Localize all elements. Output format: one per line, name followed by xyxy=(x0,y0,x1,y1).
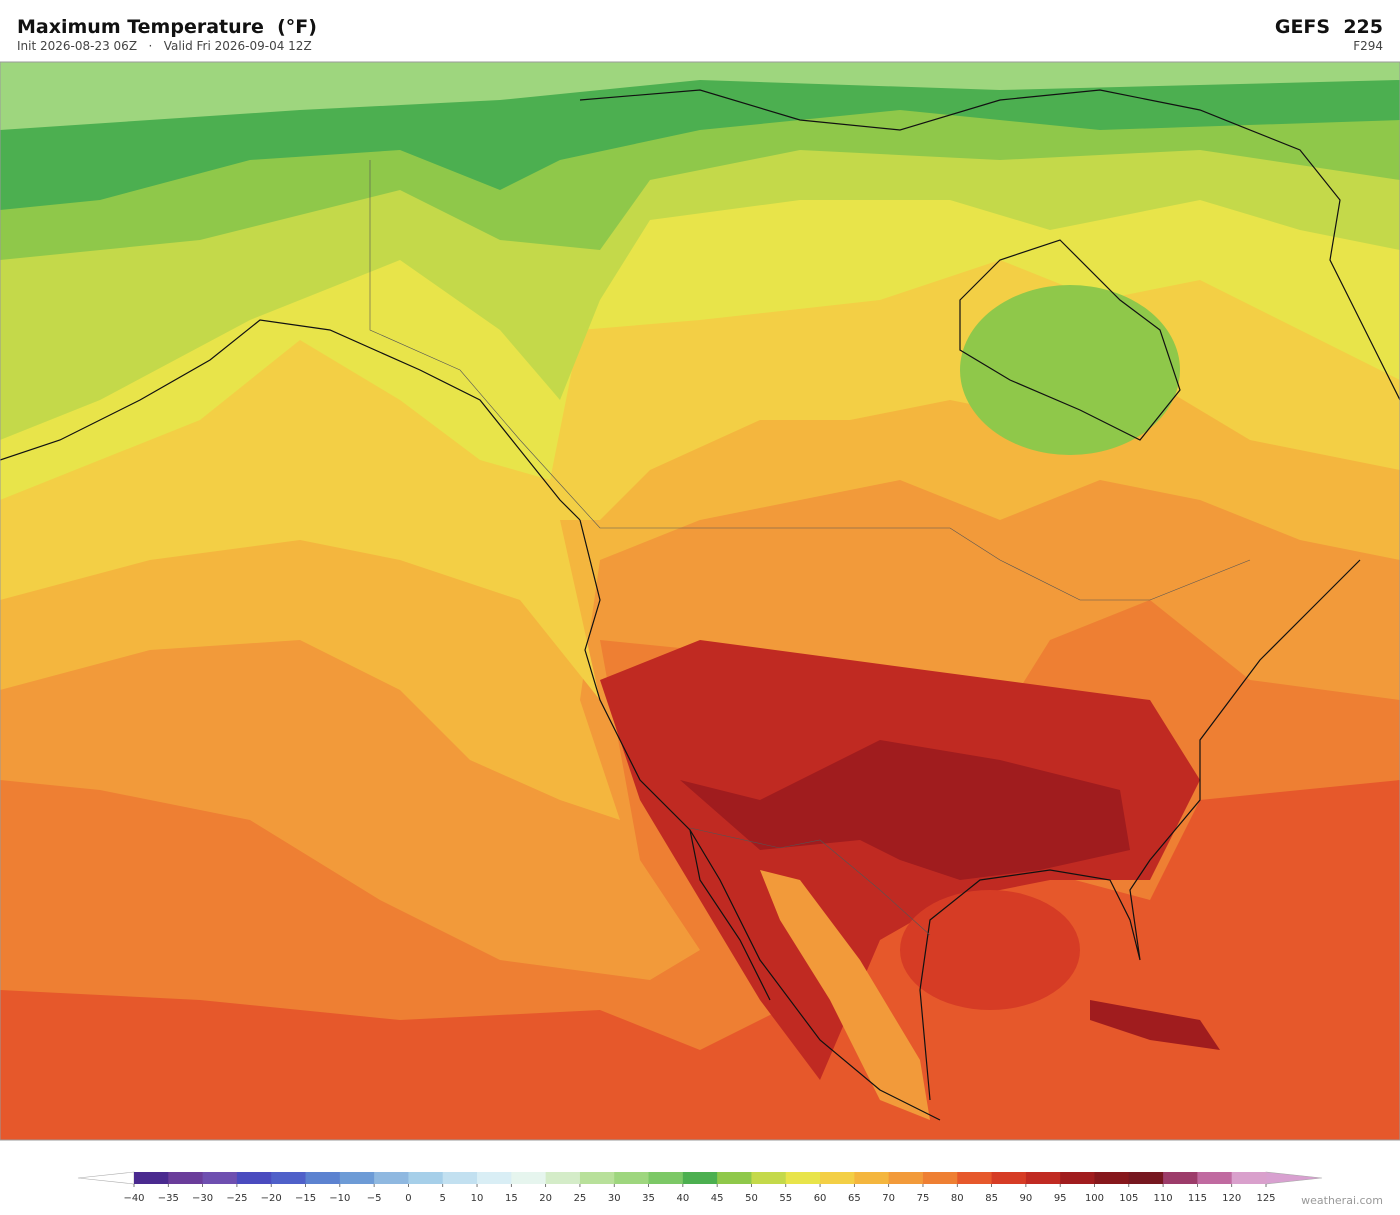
colorbar-tick-label: 25 xyxy=(574,1193,587,1204)
colorbar-segment xyxy=(545,1172,581,1184)
colorbar-tick-label: 0 xyxy=(405,1193,411,1204)
colorbar-segment xyxy=(168,1172,204,1184)
colorbar-segment xyxy=(1197,1172,1233,1184)
colorbar-tick-label: −25 xyxy=(226,1193,247,1204)
colorbar-segment xyxy=(1163,1172,1198,1184)
colorbar-tick-label: −15 xyxy=(295,1193,316,1204)
colorbar-segment xyxy=(1231,1172,1267,1184)
colorbar-tick-label: −35 xyxy=(158,1193,179,1204)
colorbar-tick-label: 45 xyxy=(711,1193,724,1204)
colorbar-segment xyxy=(134,1172,169,1184)
colorbar-segment xyxy=(408,1172,444,1184)
colorbar-tick-label: 65 xyxy=(848,1193,861,1204)
colorbar-segment xyxy=(236,1172,272,1184)
colorbar-tick-label: 70 xyxy=(882,1193,895,1204)
colorbar-segment xyxy=(202,1172,238,1184)
colorbar-tick-label: 80 xyxy=(951,1193,964,1204)
colorbar-tick-label: 90 xyxy=(1020,1193,1033,1204)
colorbar-over xyxy=(1265,1171,1323,1185)
colorbar-segment xyxy=(579,1172,615,1184)
colorbar-segment xyxy=(957,1172,993,1184)
colorbar-segment xyxy=(477,1172,512,1184)
colorbar-segment xyxy=(374,1172,409,1184)
colorbar-tick-label: 50 xyxy=(745,1193,758,1204)
colorbar-tick-label: −10 xyxy=(329,1193,350,1204)
colorbar-tick-label: 40 xyxy=(676,1193,689,1204)
colorbar-segment xyxy=(271,1172,307,1184)
colorbar-tick-label: 30 xyxy=(608,1193,621,1204)
colorbar-tick-label: 105 xyxy=(1119,1193,1138,1204)
colorbar-segment xyxy=(648,1172,684,1184)
watermark: weatherai.com xyxy=(1301,1194,1383,1207)
colorbar-tick-label: 125 xyxy=(1256,1193,1275,1204)
colorbar-segment xyxy=(1094,1172,1130,1184)
colorbar-segment xyxy=(854,1172,890,1184)
colorbar-tick-label: 10 xyxy=(471,1193,484,1204)
colorbar-segment xyxy=(614,1172,650,1184)
colorbar-segment xyxy=(511,1172,547,1184)
colorbar-tick-label: 20 xyxy=(539,1193,552,1204)
colorbar-tick-label: −20 xyxy=(261,1193,282,1204)
colorbar-segment xyxy=(717,1172,752,1184)
map-frame xyxy=(0,61,1400,1141)
colorbar-tick-label: 15 xyxy=(505,1193,518,1204)
colorbar: −40 −35 −30 −25 −20 −15 −10 −5 0 5 10 15 20 25 30 35 40 4… xyxy=(77,1171,1323,1204)
subtitle: Init 2026-08-23 06Z · Valid Fri 2026-09-… xyxy=(17,39,312,53)
colorbar-tick-label: 60 xyxy=(814,1193,827,1204)
colorbar-segment xyxy=(785,1172,821,1184)
colorbar-tick-label: 100 xyxy=(1085,1193,1104,1204)
coastlines xyxy=(0,89,1400,1121)
colorbar-segment xyxy=(922,1172,958,1184)
colorbar-segment xyxy=(305,1172,341,1184)
init-time: Init 2026-08-23 06Z xyxy=(17,39,138,53)
colorbar-tick-label: 55 xyxy=(779,1193,792,1204)
model-name: GEFS 225 xyxy=(1274,16,1383,38)
colorbar-tick-label: 95 xyxy=(1054,1193,1067,1204)
colorbar-tick-label: −40 xyxy=(123,1193,144,1204)
colorbar-tick-label: 75 xyxy=(917,1193,930,1204)
colorbar-tick-label: 120 xyxy=(1222,1193,1241,1204)
valid-time: Valid Fri 2026-09-04 12Z xyxy=(163,39,312,53)
forecast-hour: F294 xyxy=(1353,39,1383,53)
colorbar-under xyxy=(77,1171,135,1185)
colorbar-tick-label: 115 xyxy=(1188,1193,1207,1204)
colorbar-tick-label: 35 xyxy=(642,1193,655,1204)
colorbar-segment xyxy=(751,1172,787,1184)
colorbar-segment xyxy=(1128,1172,1164,1184)
colorbar-segment xyxy=(991,1172,1027,1184)
colorbar-segment xyxy=(1025,1172,1061,1184)
colorbar-segment xyxy=(682,1172,718,1184)
colorbar-tick-label: −5 xyxy=(367,1193,382,1204)
colorbar-tick-label: 110 xyxy=(1154,1193,1173,1204)
borders xyxy=(369,160,1251,936)
colorbar-segment xyxy=(442,1172,478,1184)
colorbar-tick-label: 85 xyxy=(985,1193,998,1204)
colorbar-segment xyxy=(888,1172,924,1184)
colorbar-segment xyxy=(1060,1172,1095,1184)
map-title: Maximum Temperature (°F) xyxy=(17,16,317,38)
temperature-field xyxy=(0,62,1400,1140)
colorbar-tick-label: −30 xyxy=(192,1193,213,1204)
colorbar-segment xyxy=(339,1172,375,1184)
colorbar-tick-label: 5 xyxy=(440,1193,446,1204)
separator: · xyxy=(148,39,153,53)
colorbar-segment xyxy=(820,1172,855,1184)
